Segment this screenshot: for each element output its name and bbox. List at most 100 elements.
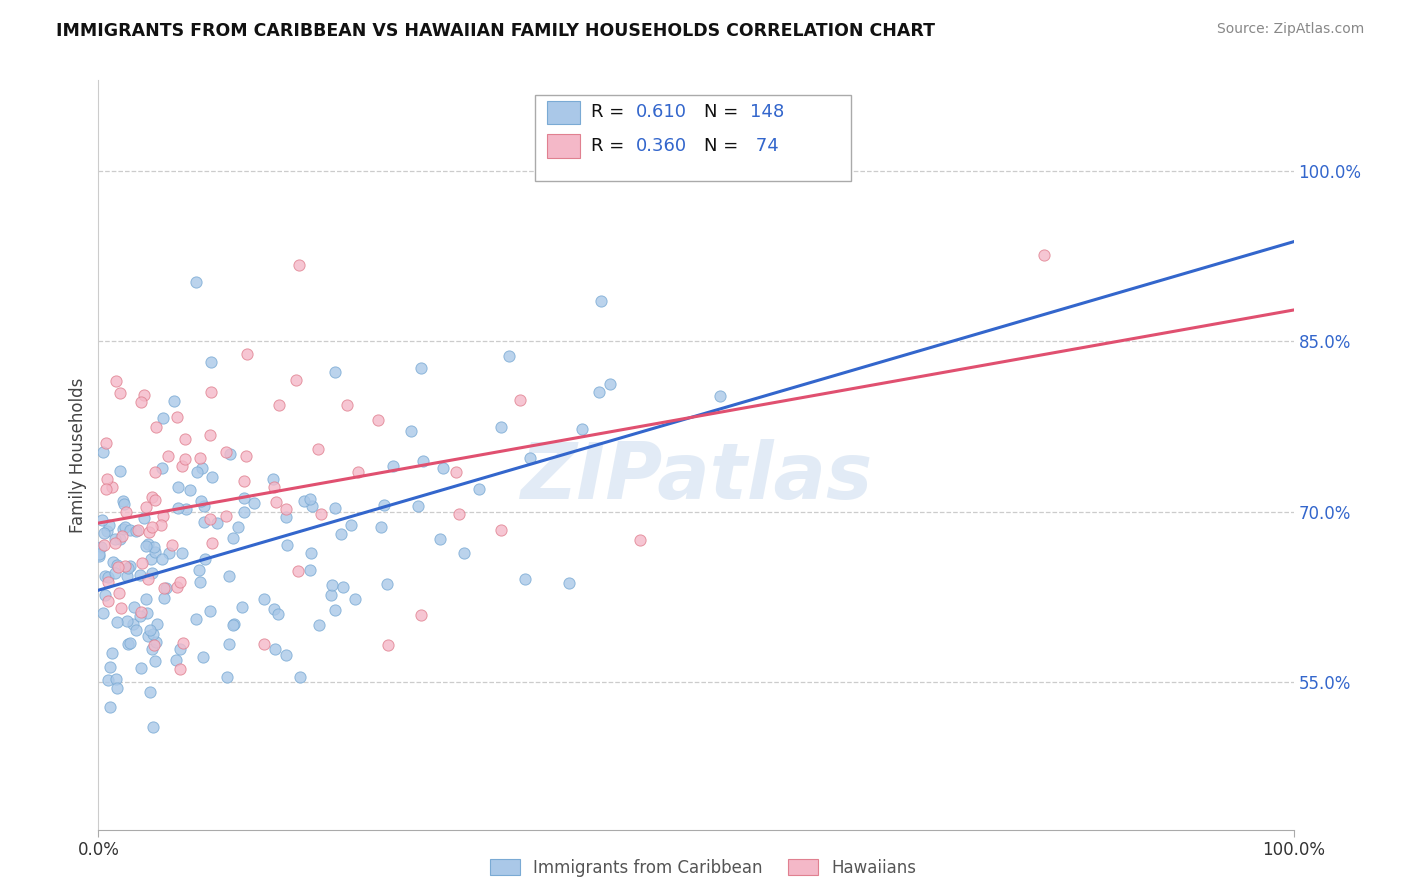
Point (235, 347, 257, 361)
Point (145, 420, 167, 434)
Point (188, 575, 211, 590)
Point (111, 523, 134, 537)
Point (233, 474, 256, 488)
Point (120, 559, 142, 574)
Point (186, 466, 208, 480)
Point (219, 447, 242, 461)
Point (89, 549, 111, 563)
Point (127, 523, 149, 537)
Point (233, 505, 256, 519)
Point (167, 500, 190, 515)
Point (228, 520, 250, 534)
Point (321, 578, 343, 592)
Point (115, 569, 138, 583)
Point (1033, 248, 1056, 262)
Point (121, 617, 143, 632)
Point (136, 607, 159, 621)
Point (153, 581, 176, 595)
Point (108, 464, 131, 478)
Point (589, 293, 612, 308)
Point (468, 482, 491, 496)
Point (160, 538, 183, 552)
Point (198, 604, 221, 618)
Point (381, 458, 404, 473)
Point (325, 501, 347, 516)
FancyBboxPatch shape (534, 95, 852, 181)
Point (155, 581, 177, 595)
Point (287, 564, 309, 578)
Point (190, 494, 212, 508)
Text: R =: R = (591, 137, 630, 155)
Point (253, 591, 276, 606)
Point (290, 670, 312, 684)
Point (150, 552, 173, 566)
Text: IMMIGRANTS FROM CARIBBEAN VS HAWAIIAN FAMILY HOUSEHOLDS CORRELATION CHART: IMMIGRANTS FROM CARIBBEAN VS HAWAIIAN FA… (56, 22, 935, 40)
Point (104, 374, 127, 388)
Text: 148: 148 (749, 103, 785, 121)
Point (142, 638, 165, 652)
Point (201, 469, 224, 483)
Point (264, 495, 287, 509)
Point (115, 505, 138, 519)
Point (224, 617, 246, 632)
Point (108, 385, 131, 400)
Point (136, 572, 159, 586)
Point (105, 558, 128, 572)
Text: Source: ZipAtlas.com: Source: ZipAtlas.com (1216, 22, 1364, 37)
Point (347, 465, 370, 479)
Point (169, 575, 191, 590)
Point (169, 641, 191, 656)
Point (336, 398, 359, 412)
Point (136, 629, 159, 643)
Point (329, 527, 352, 541)
Point (173, 432, 195, 446)
Point (97, 594, 120, 608)
Text: N =: N = (704, 103, 744, 121)
Text: N =: N = (704, 137, 744, 155)
Point (558, 575, 581, 590)
Point (218, 568, 240, 582)
Point (218, 637, 240, 651)
Point (143, 465, 166, 479)
Point (98, 660, 121, 674)
Point (141, 627, 163, 641)
Point (628, 533, 651, 547)
Point (150, 460, 173, 475)
Point (235, 449, 257, 463)
Point (170, 546, 193, 560)
Point (231, 600, 253, 615)
Point (172, 636, 194, 650)
Point (100, 646, 122, 660)
Point (141, 519, 163, 533)
Point (373, 498, 395, 512)
Point (263, 480, 285, 494)
Point (94, 436, 117, 450)
Point (188, 450, 211, 465)
Point (165, 653, 187, 667)
Point (152, 508, 174, 523)
Point (157, 449, 180, 463)
Point (139, 552, 162, 566)
Point (104, 566, 127, 580)
Text: 0.610: 0.610 (636, 103, 688, 121)
Point (571, 422, 593, 436)
Point (262, 472, 284, 486)
Point (252, 637, 274, 651)
Point (429, 533, 451, 547)
Point (139, 685, 162, 699)
Point (143, 493, 166, 508)
Point (105, 615, 128, 629)
Point (129, 609, 152, 624)
Point (215, 508, 238, 523)
Point (131, 661, 153, 675)
Point (432, 461, 454, 475)
Point (90, 540, 112, 554)
Point (97, 673, 120, 687)
Point (153, 591, 176, 606)
Point (124, 624, 146, 638)
Point (117, 637, 139, 651)
Point (136, 536, 159, 550)
Point (114, 519, 136, 533)
Point (201, 536, 224, 550)
Point (152, 411, 174, 425)
